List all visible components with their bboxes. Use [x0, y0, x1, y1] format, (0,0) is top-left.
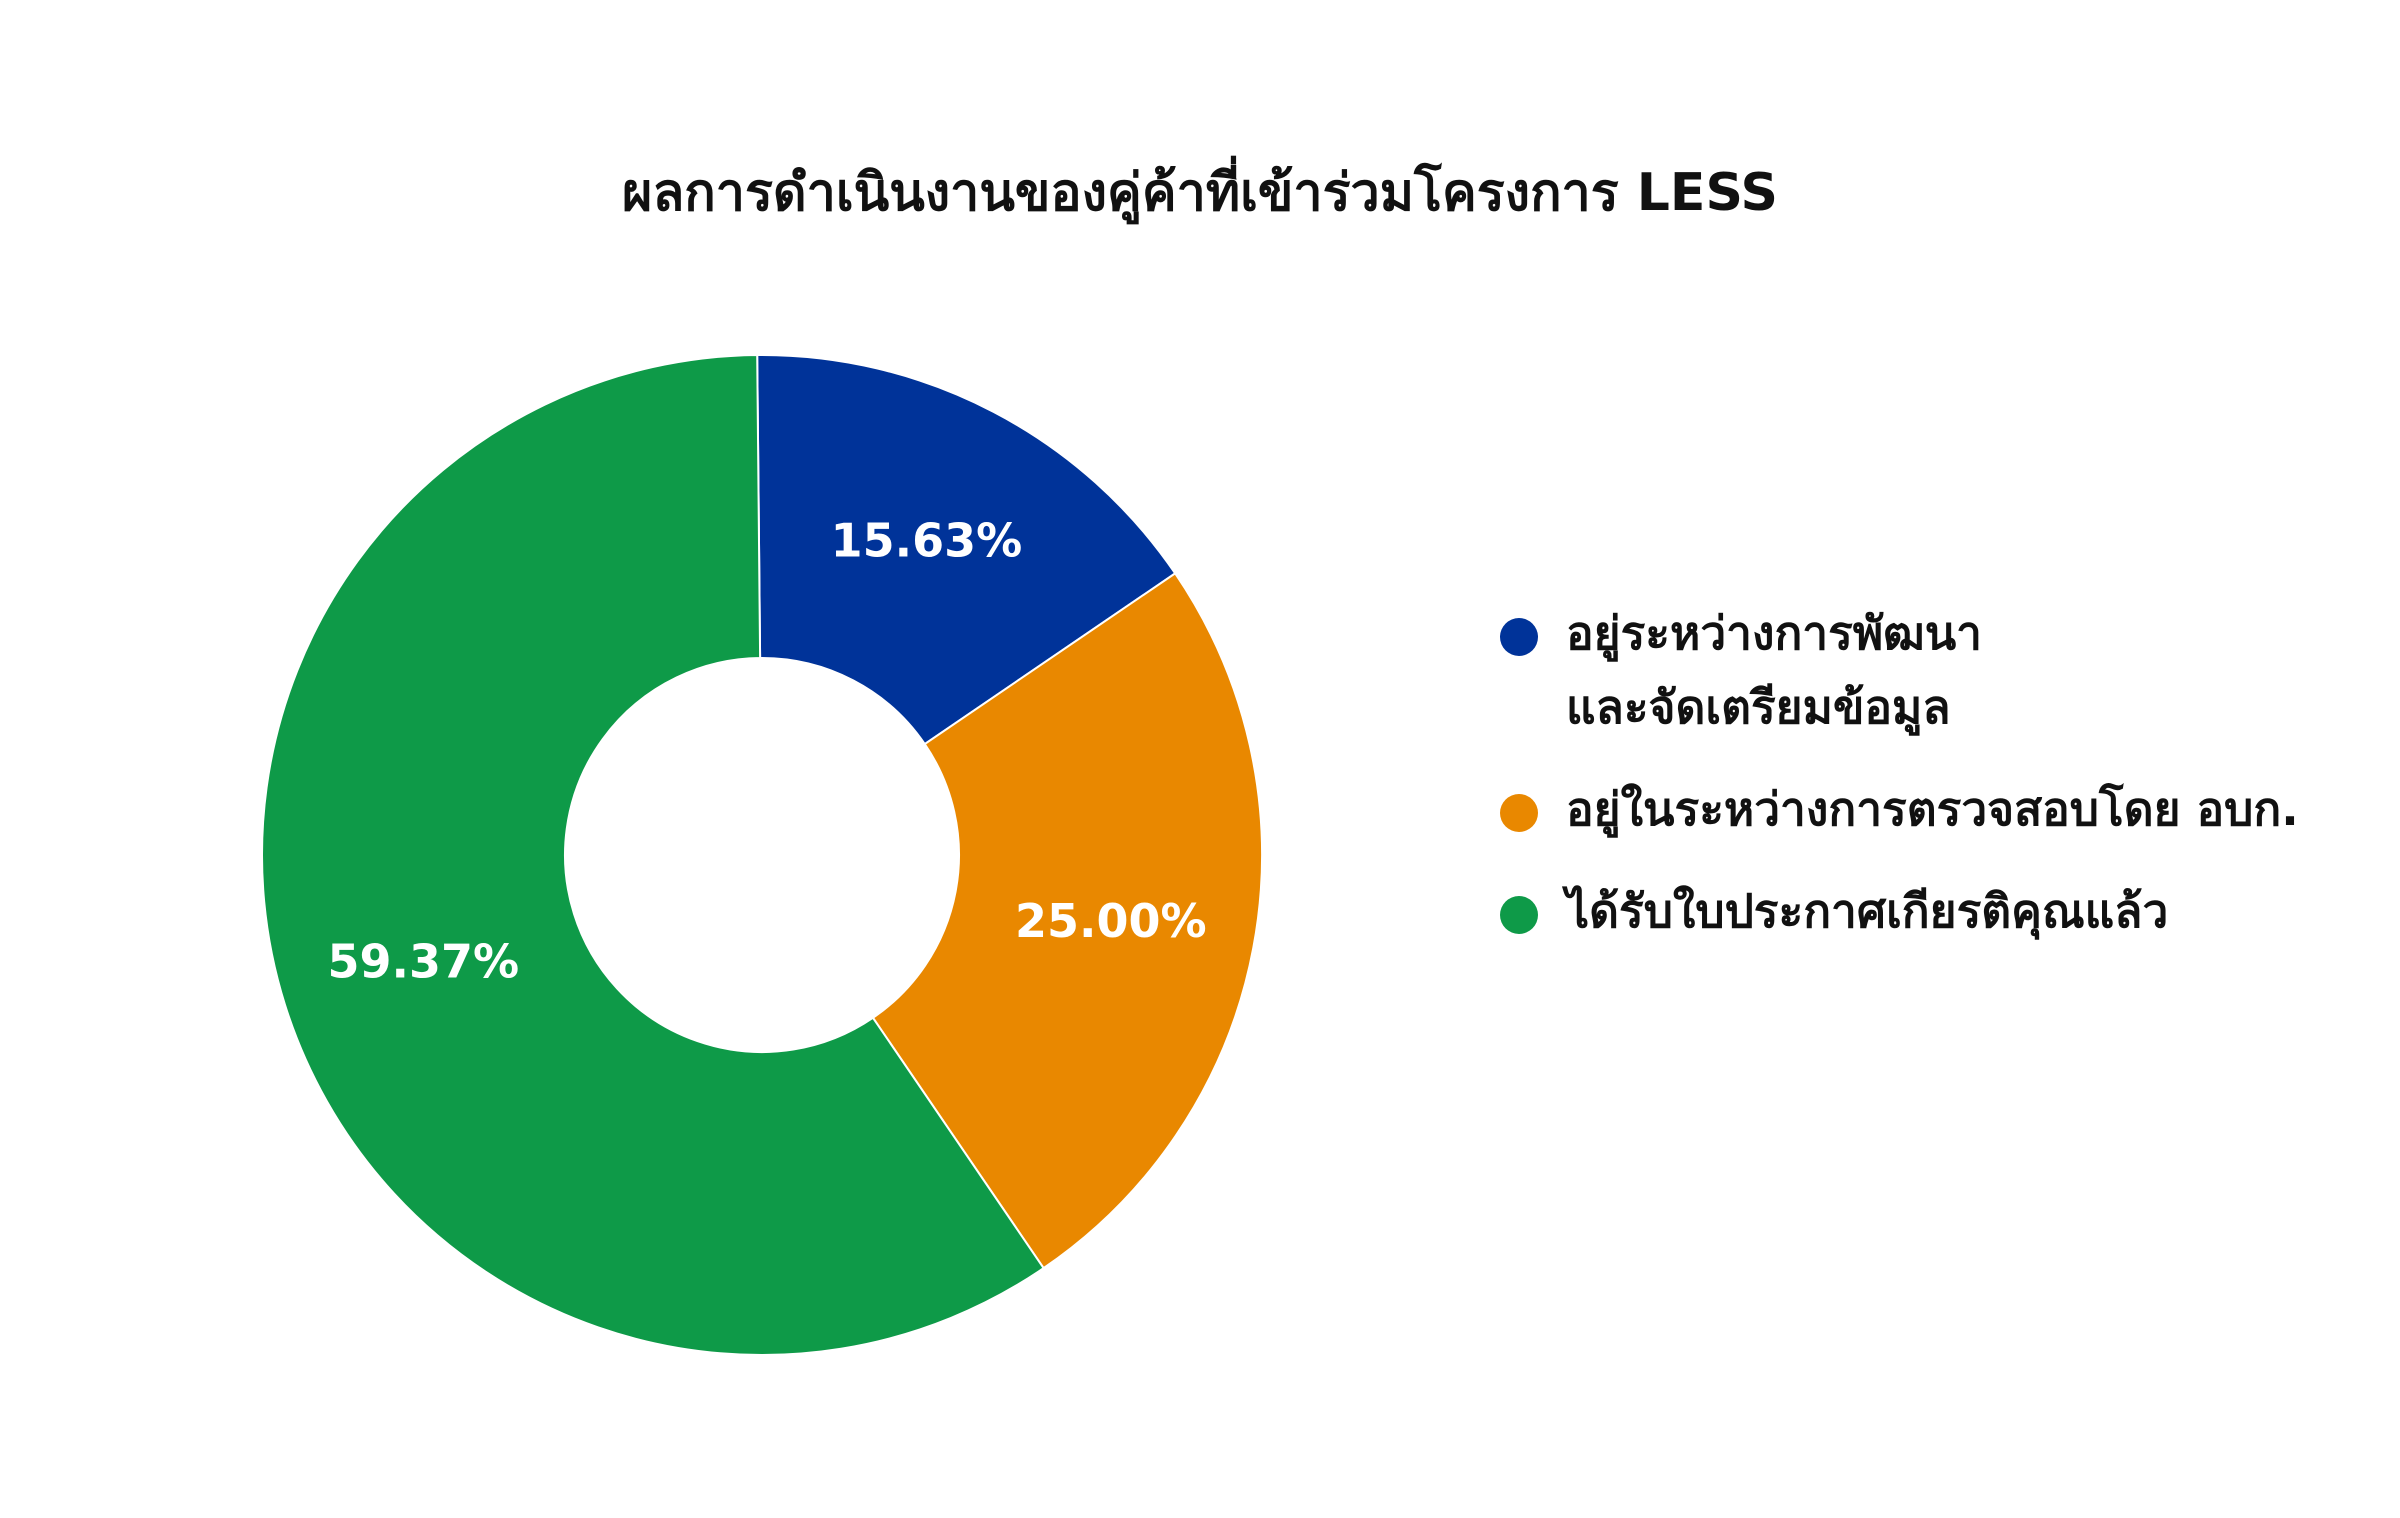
legend-label-line: อยู่ระหว่างการพัฒนา — [1566, 606, 1982, 660]
slice-value-label: 59.37% — [327, 934, 519, 988]
slice-certified[interactable] — [261, 354, 1046, 1356]
legend-dot-green — [1500, 896, 1538, 934]
legend-label-line: ได้รับใบประกาศเกียรติคุณแล้ว — [1566, 884, 2169, 938]
slice-under-review[interactable] — [871, 571, 1263, 1270]
slice-developing[interactable] — [756, 354, 1177, 746]
legend-dot-blue — [1500, 618, 1538, 656]
legend-dot-orange — [1500, 794, 1538, 832]
legend-label-line: อยู่ในระหว่างการตรวจสอบโดย อบก. — [1566, 782, 2299, 836]
legend-item-under-review[interactable]: อยู่ในระหว่างการตรวจสอบโดย อบก. — [1500, 782, 2380, 846]
legend-item-certified[interactable]: ได้รับใบประกาศเกียรติคุณแล้ว — [1500, 884, 2380, 948]
slice-labels: 15.63% 25.00% 59.37% — [327, 513, 1206, 988]
chart-legend: อยู่ระหว่างการพัฒนา และจัดเตรียมข้อมูล อ… — [1500, 606, 2380, 990]
donut-slices — [261, 354, 1263, 1356]
slice-value-label: 25.00% — [1015, 894, 1207, 948]
chart-title: ผลการดำเนินงานของคู่ค้าที่เข้าร่วมโครงกา… — [621, 163, 1779, 223]
slice-value-label: 15.63% — [831, 513, 1023, 567]
legend-label-line: และจัดเตรียมข้อมูล — [1566, 680, 1951, 734]
legend-item-developing[interactable]: อยู่ระหว่างการพัฒนา และจัดเตรียมข้อมูล — [1500, 606, 2380, 744]
